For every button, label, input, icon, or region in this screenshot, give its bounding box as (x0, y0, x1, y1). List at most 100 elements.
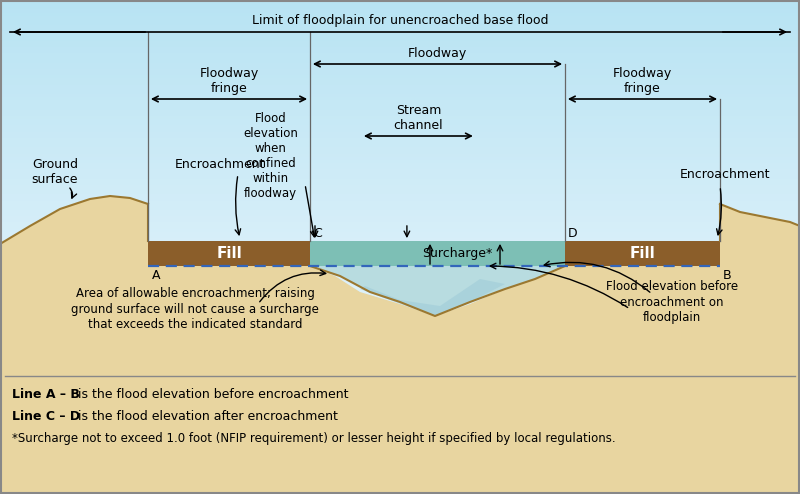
Bar (0, 55, 800, 60)
Bar (0, 293, 800, 298)
Bar (0, 37, 800, 41)
Bar (148, 241, 310, 266)
Bar (0, 334, 800, 338)
Bar (0, 215, 800, 219)
Bar (0, 275, 800, 279)
Bar (0, 181, 800, 185)
Text: C: C (313, 227, 322, 240)
Bar (0, 11, 800, 16)
Bar (0, 363, 800, 367)
Bar (0, 284, 800, 288)
Bar (0, 81, 800, 84)
Bar (0, 303, 800, 307)
Bar (0, 244, 800, 247)
Bar (0, 43, 800, 47)
Bar (0, 353, 800, 357)
Bar (0, 58, 800, 63)
Text: is the flood elevation before encroachment: is the flood elevation before encroachme… (74, 388, 349, 401)
Bar (0, 127, 800, 131)
Bar (0, 46, 800, 50)
Bar (0, 118, 800, 122)
Bar (0, 124, 800, 128)
Text: D: D (568, 227, 578, 240)
Bar (0, 34, 800, 38)
Bar (0, 168, 800, 172)
Bar (0, 312, 800, 317)
Bar (0, 83, 800, 88)
Bar (0, 225, 800, 229)
Polygon shape (310, 266, 565, 316)
Bar (0, 27, 800, 31)
Bar (0, 78, 800, 82)
Bar (0, 262, 800, 266)
Text: Stream
channel: Stream channel (394, 104, 443, 132)
Bar (0, 256, 800, 260)
Bar (0, 319, 800, 323)
Bar (0, 121, 800, 125)
Bar (0, 221, 800, 226)
Bar (0, 300, 800, 304)
Bar (0, 18, 800, 22)
Bar (0, 359, 800, 364)
Bar (0, 290, 800, 294)
Bar (0, 249, 800, 254)
Bar (0, 190, 800, 194)
Bar (0, 200, 800, 204)
Bar (565, 241, 720, 266)
Bar (0, 153, 800, 157)
Bar (0, 68, 800, 72)
Polygon shape (0, 196, 800, 494)
Text: Flood
elevation
when
confined
within
floodway: Flood elevation when confined within flo… (243, 112, 298, 200)
Text: Fill: Fill (216, 246, 242, 261)
Bar (0, 212, 800, 216)
Bar (0, 268, 800, 273)
Bar (0, 21, 800, 25)
Bar (0, 337, 800, 341)
Bar (0, 228, 800, 232)
Bar (0, 340, 800, 345)
Bar (0, 184, 800, 188)
Bar (0, 171, 800, 175)
Bar (0, 52, 800, 56)
Bar (0, 99, 800, 103)
Bar (0, 206, 800, 210)
Bar (0, 350, 800, 354)
Bar (0, 372, 800, 376)
Bar (0, 106, 800, 110)
Bar (0, 130, 800, 135)
Bar (0, 259, 800, 263)
Bar (0, 328, 800, 332)
Bar (0, 306, 800, 310)
Bar (0, 237, 800, 241)
Bar (0, 24, 800, 28)
Bar (0, 87, 800, 91)
Text: Line C – D: Line C – D (12, 410, 80, 423)
Text: is the flood elevation after encroachment: is the flood elevation after encroachmen… (74, 410, 338, 423)
Bar (0, 93, 800, 97)
Bar (0, 272, 800, 276)
Text: Ground
surface: Ground surface (32, 158, 78, 186)
Bar (0, 149, 800, 154)
Bar (0, 112, 800, 116)
Bar (0, 165, 800, 169)
Bar (0, 278, 800, 282)
Bar (0, 90, 800, 94)
Bar (0, 288, 800, 291)
Bar (0, 2, 800, 6)
Bar (0, 234, 800, 238)
Text: B: B (723, 269, 732, 282)
Bar (0, 140, 800, 144)
Text: Area of allowable encroachment; raising
ground surface will not cause a surcharg: Area of allowable encroachment; raising … (71, 288, 319, 330)
Bar (0, 62, 800, 66)
Bar (0, 134, 800, 138)
Text: Encroachment: Encroachment (680, 167, 770, 180)
Bar (0, 174, 800, 179)
Bar (0, 309, 800, 313)
Text: *Surcharge not to exceed 1.0 foot (NFIP requirement) or lesser height if specifi: *Surcharge not to exceed 1.0 foot (NFIP … (12, 432, 616, 445)
Bar (0, 143, 800, 147)
Bar (0, 146, 800, 150)
Bar (0, 347, 800, 351)
Bar (0, 40, 800, 44)
Bar (0, 366, 800, 370)
Text: Line A – B: Line A – B (12, 388, 80, 401)
